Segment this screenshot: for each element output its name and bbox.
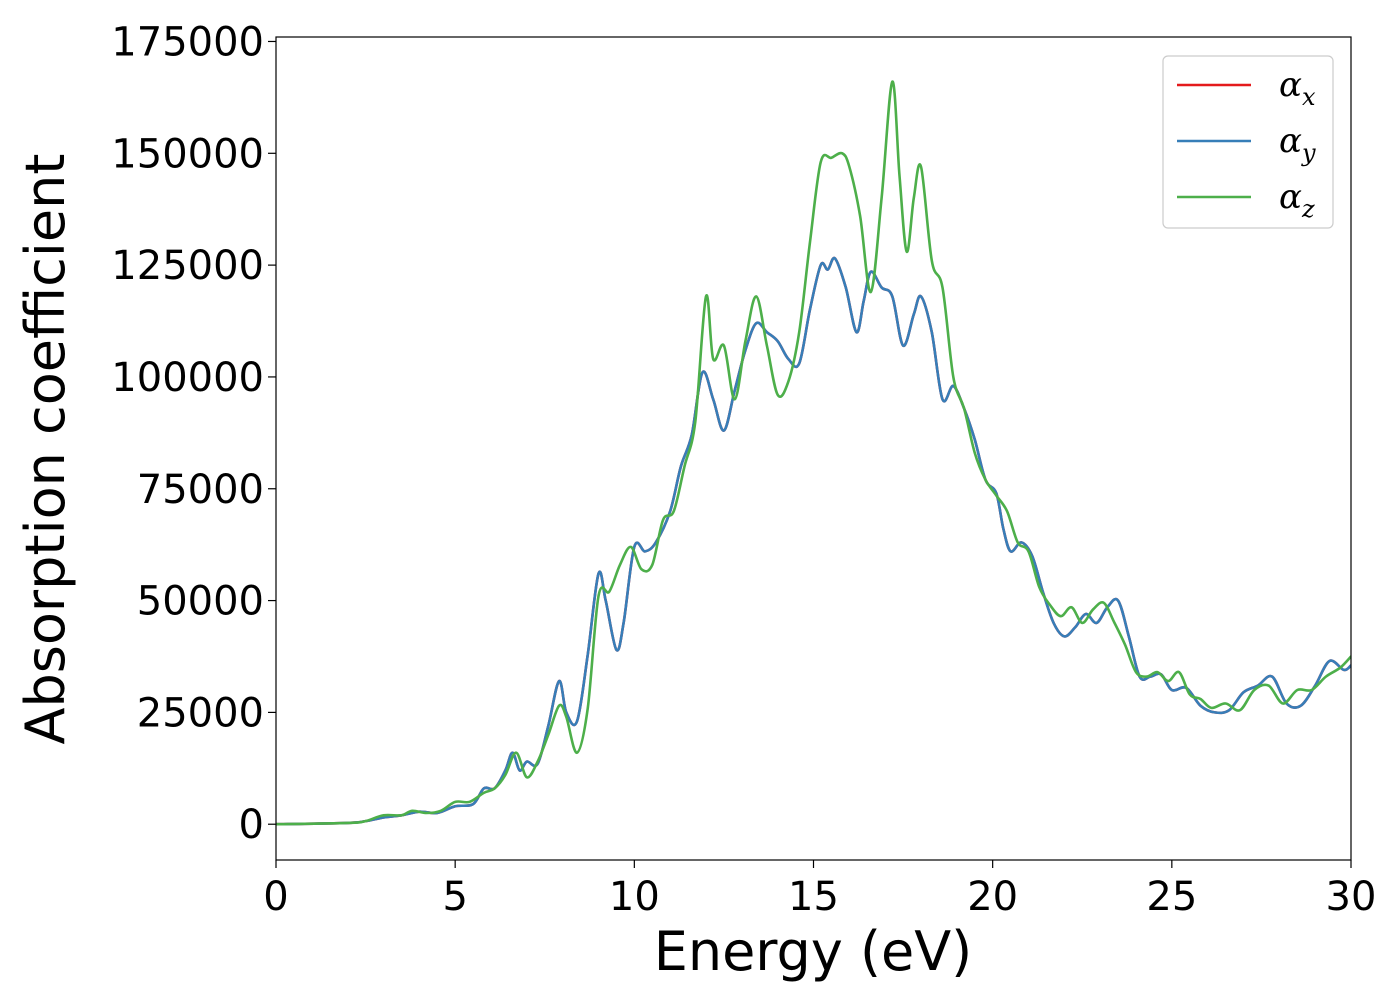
y-tick-label: 0 — [239, 802, 264, 848]
x-tick-label: 10 — [609, 874, 660, 920]
series-line-z — [276, 80, 1351, 826]
y-tick-label: 125000 — [111, 243, 264, 289]
y-axis-ticks: 0 25000 50000 75000 100000 125000 150000 175000 — [111, 19, 276, 848]
x-axis-ticks: 0 5 10 15 20 25 30 — [263, 860, 1376, 920]
series-lines — [276, 80, 1351, 826]
y-tick-label: 75000 — [137, 467, 264, 513]
y-tick-label: 150000 — [111, 131, 264, 177]
y-tick-label: 100000 — [111, 355, 264, 401]
x-tick-label: 5 — [442, 874, 467, 920]
x-tick-label: 0 — [263, 874, 288, 920]
series-line-x — [276, 256, 1351, 826]
x-axis-title: Energy (eV) — [654, 920, 973, 983]
x-tick-label: 30 — [1326, 874, 1377, 920]
y-tick-label: 25000 — [137, 690, 264, 736]
series-line-y — [276, 256, 1351, 826]
y-axis-title: Absorption coefficient — [14, 154, 77, 745]
x-tick-label: 15 — [788, 874, 839, 920]
x-tick-label: 25 — [1146, 874, 1197, 920]
y-tick-label: 175000 — [111, 19, 264, 65]
x-tick-label: 20 — [967, 874, 1018, 920]
legend-item-x: αx — [1177, 65, 1316, 111]
y-tick-label: 50000 — [137, 579, 264, 625]
